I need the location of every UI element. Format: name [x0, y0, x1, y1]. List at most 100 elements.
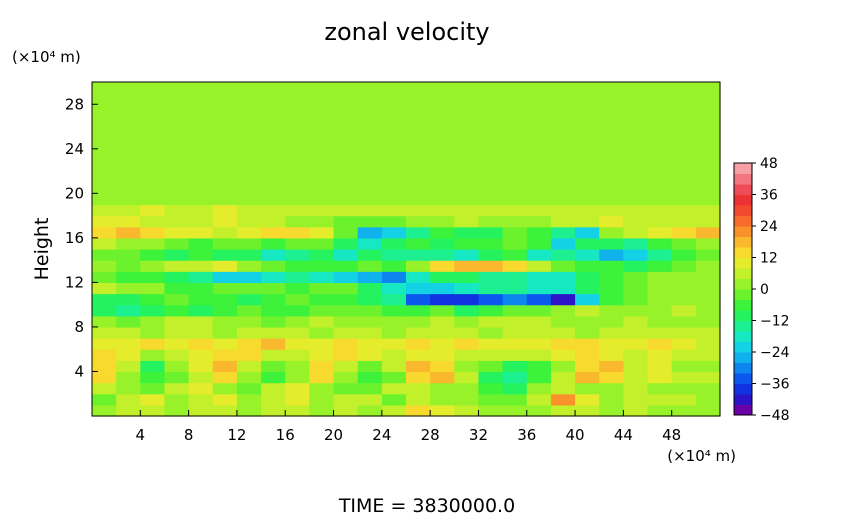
heatmap-cell [478, 159, 504, 172]
heatmap-cell [309, 237, 335, 250]
heatmap-cell [599, 159, 624, 172]
heatmap-cell [285, 271, 310, 283]
heatmap-cell [430, 282, 455, 295]
heatmap-cell [406, 326, 431, 339]
heatmap-cell [92, 349, 117, 361]
heatmap-cell [575, 82, 600, 94]
heatmap-cell [550, 93, 576, 105]
heatmap-cell [695, 326, 721, 339]
heatmap-cell [671, 393, 697, 406]
heatmap-cell [164, 237, 190, 250]
heatmap-cell [647, 260, 673, 272]
heatmap-cell [454, 304, 480, 317]
heatmap-cell [671, 338, 697, 350]
heatmap-cell [526, 382, 552, 395]
heatmap-cell [695, 215, 721, 228]
heatmap-cell [236, 182, 262, 194]
heatmap-cell [212, 237, 238, 250]
colorbar-swatch [734, 278, 752, 290]
heatmap-cell [188, 260, 214, 272]
heatmap-cell [92, 338, 117, 350]
heatmap-cell [188, 82, 214, 94]
heatmap-cell [333, 271, 359, 283]
heatmap-cell [140, 360, 166, 373]
heatmap-cell [285, 371, 310, 384]
heatmap-cell [647, 104, 673, 116]
heatmap-cell [236, 315, 262, 328]
heatmap-cell [261, 293, 286, 306]
heatmap-cell [92, 326, 117, 339]
heatmap-cell [333, 304, 359, 317]
heatmap-cell [406, 115, 431, 128]
heatmap-cell [92, 193, 117, 206]
heatmap-cell [261, 93, 286, 105]
heatmap-cell [454, 82, 480, 94]
heatmap-cell [92, 304, 117, 317]
heatmap-cell [406, 159, 431, 172]
heatmap-cell [502, 338, 528, 350]
heatmap-cell [647, 393, 673, 406]
heatmap-cell [357, 215, 383, 228]
heatmap-cell [623, 393, 649, 406]
heatmap-cell [406, 360, 431, 373]
heatmap-cell [430, 82, 455, 94]
heatmap-cell [188, 304, 214, 317]
heatmap-cell [381, 237, 407, 250]
heatmap-cell [188, 104, 214, 116]
heatmap-cell [357, 271, 383, 283]
heatmap-cell [478, 293, 504, 306]
heatmap-cell [671, 326, 697, 339]
heatmap-cell [406, 371, 431, 384]
heatmap-cell [406, 226, 431, 239]
heatmap-cell [309, 115, 335, 128]
heatmap-cell [478, 182, 504, 194]
heatmap-cell [575, 315, 600, 328]
heatmap-cell [671, 115, 697, 128]
heatmap-cell [333, 126, 359, 139]
heatmap-cell [599, 249, 624, 261]
heatmap-cell [647, 404, 673, 417]
heatmap-cell [261, 193, 286, 206]
heatmap-cell [285, 148, 310, 161]
heatmap-cell [381, 215, 407, 228]
heatmap-cell [599, 349, 624, 361]
heatmap-cell [92, 271, 117, 283]
heatmap-cell [188, 171, 214, 183]
heatmap-cell [599, 137, 624, 150]
heatmap-cell [526, 137, 552, 150]
heatmap-cell [212, 371, 238, 384]
heatmap-cell [188, 404, 214, 417]
heatmap-cell [454, 315, 480, 328]
heatmap-cell [406, 338, 431, 350]
heatmap-cell [671, 226, 697, 239]
heatmap-cell [695, 404, 721, 417]
colorbar-swatch [734, 320, 752, 332]
heatmap-cell [164, 326, 190, 339]
heatmap-cell [140, 237, 166, 250]
heatmap-cell [92, 282, 117, 295]
heatmap-cell [671, 159, 697, 172]
heatmap-cell [116, 404, 141, 417]
y-axis-label: Height [31, 218, 53, 281]
x-tick-label: 28 [421, 426, 440, 444]
colorbar-swatch [734, 163, 752, 174]
heatmap-cell [454, 104, 480, 116]
heatmap-cell [140, 193, 166, 206]
heatmap-cell [188, 193, 214, 206]
heatmap-cell [406, 249, 431, 261]
heatmap-cell [357, 315, 383, 328]
colorbar-tick-label: 12 [760, 251, 778, 267]
heatmap-cell [623, 215, 649, 228]
heatmap-cell [695, 271, 721, 283]
heatmap-cell [333, 137, 359, 150]
heatmap-cell [92, 82, 117, 94]
heatmap-cell [309, 349, 335, 361]
heatmap-cell [381, 315, 407, 328]
heatmap-cell [623, 349, 649, 361]
heatmap-cell [671, 237, 697, 250]
heatmap-cell [164, 93, 190, 105]
heatmap-cell [92, 371, 117, 384]
heatmap-cell [502, 249, 528, 261]
heatmap-cell [695, 115, 721, 128]
heatmap-cell [502, 93, 528, 105]
